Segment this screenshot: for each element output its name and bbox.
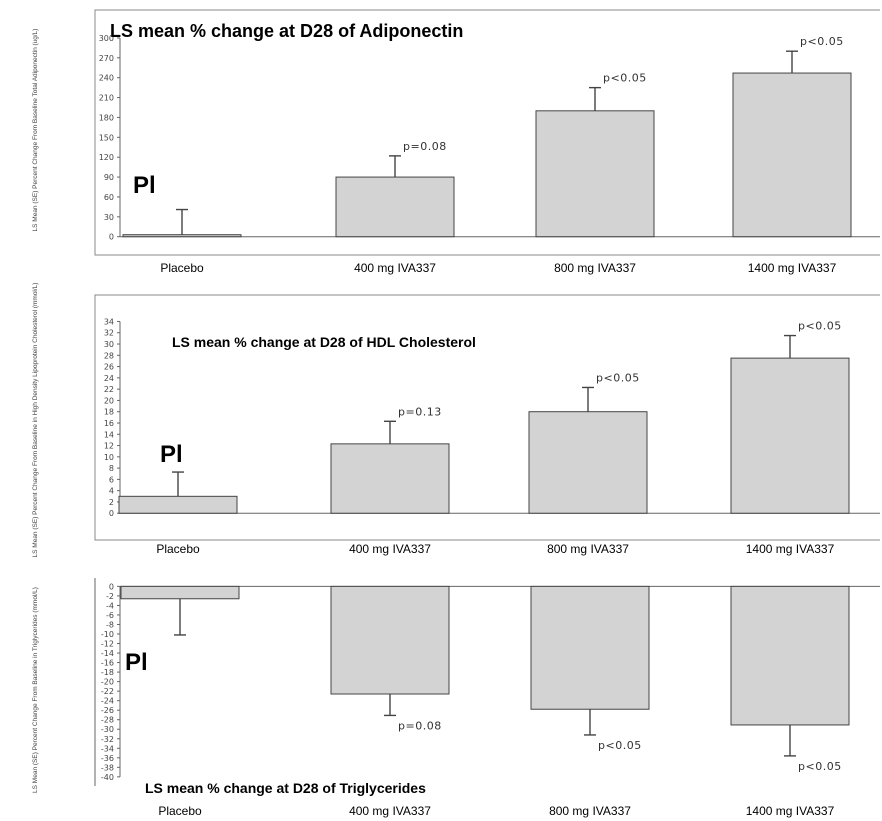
category-label: Placebo [160,261,204,275]
bar-4 [732,72,852,238]
chart-title: LS mean % change at D28 of Triglycerides [145,780,426,796]
y-tick-label: -22 [101,687,114,696]
y-tick-label: 120 [99,153,114,162]
y-tick-label: -28 [101,716,114,725]
y-tick-label: 30 [104,213,114,222]
category-label: 800 mg IVA337 [547,542,629,556]
p-value-label: p=0.08 [398,719,442,732]
category-label: Placebo [156,542,200,556]
bar-1 [122,234,242,238]
bar-2 [330,585,450,695]
bar-3 [535,110,655,238]
y-tick-label: -30 [101,725,114,734]
p-value-label: p<0.05 [596,371,640,384]
y-tick-label: 34 [104,317,114,326]
y-tick-label: 210 [99,94,114,103]
y-tick-label: 16 [104,419,114,428]
category-label: 1400 mg IVA337 [746,804,835,818]
y-tick-label: -20 [101,678,114,687]
y-tick-label: 22 [104,385,114,394]
bar-3 [530,585,650,710]
placebo-marker-label: Pl [125,649,148,676]
y-tick-label: 2 [109,498,114,507]
bar-2 [335,176,455,238]
p-value-label: p<0.05 [603,72,647,85]
y-tick-label: 10 [104,453,114,462]
y-tick-label: 240 [99,74,114,83]
y-tick-label: -4 [106,601,114,610]
y-tick-label: -16 [101,659,114,668]
y-tick-label: 150 [99,133,114,142]
y-tick-label: 270 [99,54,114,63]
y-tick-label: 8 [109,464,114,473]
p-value-label: p=0.08 [403,140,447,153]
category-label: Placebo [158,804,202,818]
category-label: 400 mg IVA337 [354,261,436,275]
y-tick-label: -14 [101,649,114,658]
chart-title: LS mean % change at D28 of Adiponectin [110,21,463,41]
y-tick-label: -24 [101,697,114,706]
category-label: 1400 mg IVA337 [746,542,835,556]
y-tick-label: 14 [104,430,114,439]
y-tick-label: -40 [101,773,114,782]
bar-1 [118,495,238,514]
y-tick-label: -36 [101,754,114,763]
bar-4 [730,585,850,726]
y-tick-label: -34 [101,744,114,753]
p-value-label: p<0.05 [598,739,642,752]
y-tick-label: -32 [101,735,114,744]
bar-4 [730,357,850,514]
y-tick-label: -10 [101,630,114,639]
category-label: 800 mg IVA337 [549,804,631,818]
p-value-label: p<0.05 [800,35,844,48]
y-tick-label: -38 [101,763,114,772]
y-tick-label: -6 [106,611,114,620]
chart-panel-1: 0 30 60 90 120 150 180 210 240 270 300 LS Mean (SE)… [32,9,880,275]
y-tick-label: 300 [99,34,114,43]
category-label: 400 mg IVA337 [349,804,431,818]
y-tick-label: 32 [104,329,114,338]
y-tick-label: -12 [101,640,114,649]
plot-frame [94,294,880,541]
y-tick-label: 6 [109,475,114,484]
y-tick-label: 12 [104,442,114,451]
chart-panel-3: 0-2-4-6-8-10-12-14-16-18-20-22-24-26-28-… [32,578,880,818]
y-tick-label: 0 [109,582,114,591]
y-tick-label: -8 [106,620,114,629]
y-tick-label: 20 [104,396,114,405]
y-tick-label: 60 [104,193,114,202]
y-tick-label: -18 [101,668,114,677]
y-tick-label: 30 [104,340,114,349]
y-tick-label: 180 [99,113,114,122]
y-axis-label: LS Mean (SE) Percent Change From Baselin… [32,587,39,793]
plot-frame [94,9,880,256]
category-label: 800 mg IVA337 [554,261,636,275]
y-tick-label: -2 [106,592,114,601]
y-axis-label: LS Mean (SE) Percent Change From Baselin… [32,29,39,232]
y-tick-label: 18 [104,408,114,417]
placebo-marker-label: Pl [133,172,156,199]
p-value-label: p<0.05 [798,760,842,773]
y-tick-label: 28 [104,351,114,360]
p-value-label: p=0.13 [398,405,442,418]
y-tick-label: -26 [101,706,114,715]
p-value-label: p<0.05 [798,320,842,333]
y-tick-label: 24 [104,374,114,383]
chart-title: LS mean % change at D28 of HDL Cholester… [172,334,476,350]
category-label: 1400 mg IVA337 [748,261,837,275]
y-tick-label: 90 [104,173,114,182]
bar-1 [120,585,240,600]
y-tick-label: 0 [109,509,114,518]
y-axis-label: LS Mean (SE) Percent Change From Baselin… [32,283,39,558]
bar-2 [330,443,450,514]
category-label: 400 mg IVA337 [349,542,431,556]
y-tick-label: 26 [104,363,114,372]
bar-3 [528,411,648,514]
y-tick-label: 4 [109,487,114,496]
y-tick-label: 0 [109,233,114,242]
placebo-marker-label: Pl [160,441,183,468]
